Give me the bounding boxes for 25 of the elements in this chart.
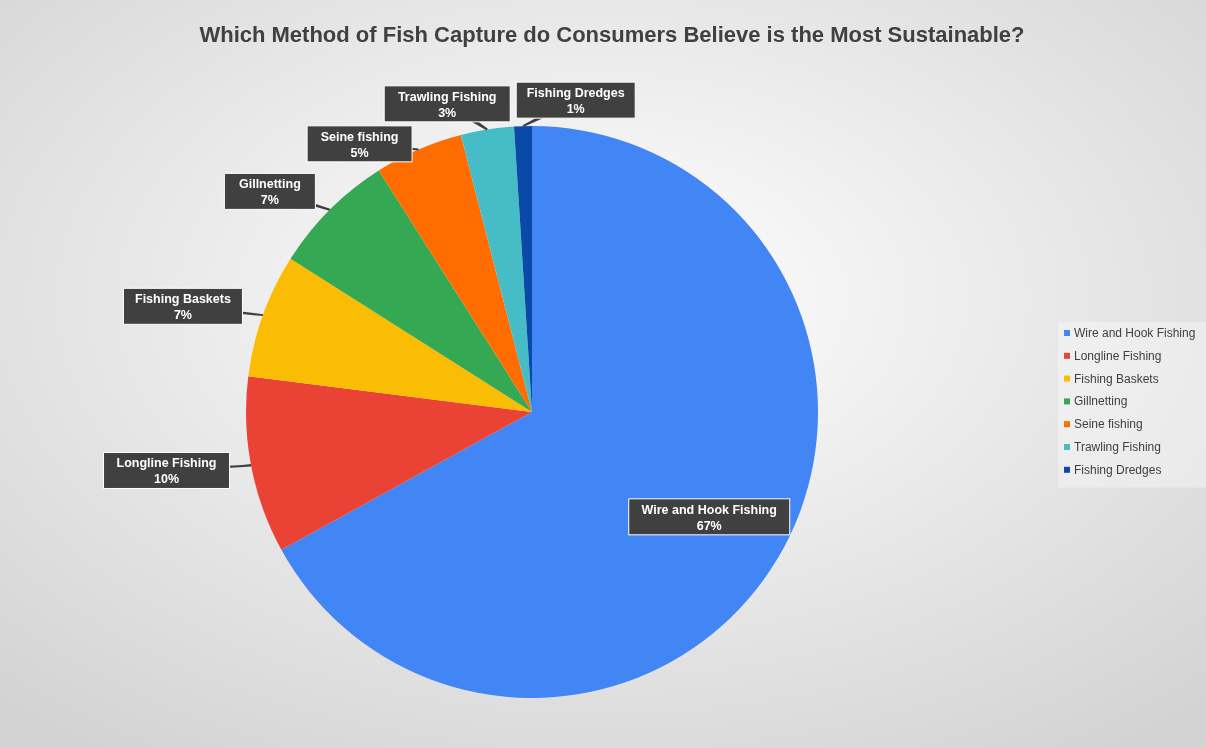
slice-label: Gillnetting xyxy=(238,177,301,192)
data-label: 67% xyxy=(696,518,722,533)
pie-slice xyxy=(460,126,532,412)
data-label: 7% xyxy=(173,308,192,323)
legend-label: Trawling Fishing xyxy=(1074,440,1161,454)
legend-label: Gillnetting xyxy=(1074,394,1128,409)
legend-label: Seine fishing xyxy=(1074,417,1143,432)
legend-label: Longline Fishing xyxy=(1074,348,1162,363)
data-label: 1% xyxy=(566,102,585,117)
data-label: 7% xyxy=(260,193,279,208)
slice-label: Fishing Dredges xyxy=(526,86,625,101)
slice-label: Seine fishing xyxy=(320,129,399,144)
chart-title: Which Method of Fish Capture do Consumers Believe is the Most Sustainable? xyxy=(199,22,1025,47)
pie-slice xyxy=(246,376,532,550)
legend-label: Wire and Hook Fishing xyxy=(1074,326,1196,340)
data-label: 3% xyxy=(438,105,457,120)
data-label: 10% xyxy=(154,472,180,487)
slice-label: Trawling Fishing xyxy=(397,89,497,104)
slice-label: Longline Fishing xyxy=(116,456,217,471)
data-label: 5% xyxy=(350,145,369,160)
slice-label: Wire and Hook Fishing xyxy=(641,502,777,517)
legend-label: Fishing Baskets xyxy=(1074,371,1159,386)
slice-label: Fishing Baskets xyxy=(135,292,231,307)
legend-label: Fishing Dredges xyxy=(1074,462,1162,477)
pie-slice xyxy=(248,258,532,412)
